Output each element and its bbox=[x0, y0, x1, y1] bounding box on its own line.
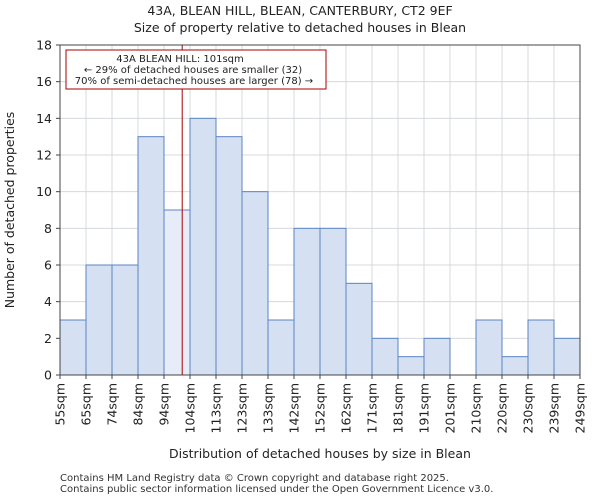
y-tick-label: 14 bbox=[36, 111, 52, 126]
x-tick-label: 94sqm bbox=[157, 383, 172, 426]
bar bbox=[111, 264, 139, 376]
annotation-box: 43A BLEAN HILL: 101sqm ← 29% of detached… bbox=[65, 49, 327, 90]
x-tick-label: 65sqm bbox=[79, 383, 94, 426]
annotation-line-3: 70% of semi-detached houses are larger (… bbox=[75, 76, 313, 87]
x-tick-label: 104sqm bbox=[183, 383, 198, 433]
x-tick-label: 210sqm bbox=[469, 383, 484, 433]
x-tick-label: 133sqm bbox=[261, 383, 276, 433]
y-axis-label: Number of detached properties bbox=[2, 112, 17, 309]
y-tick-label: 2 bbox=[44, 331, 52, 346]
annotation-line-1: 43A BLEAN HILL: 101sqm bbox=[116, 54, 244, 65]
x-tick-label: 123sqm bbox=[235, 383, 250, 433]
bar bbox=[475, 319, 503, 376]
x-tick-label: 113sqm bbox=[209, 383, 224, 433]
bar bbox=[397, 356, 425, 376]
x-tick-label: 162sqm bbox=[339, 383, 354, 433]
bar bbox=[423, 337, 451, 376]
bars bbox=[59, 117, 581, 376]
bar bbox=[345, 282, 373, 376]
footer-line-2: Contains public sector information licen… bbox=[60, 484, 494, 495]
bar bbox=[501, 356, 529, 376]
x-tick-label: 249sqm bbox=[573, 383, 588, 433]
bar bbox=[553, 337, 581, 376]
y-tick-label: 8 bbox=[44, 221, 52, 236]
bar bbox=[241, 191, 269, 376]
x-tick-label: 191sqm bbox=[417, 383, 432, 433]
y-tick-label: 6 bbox=[44, 258, 52, 273]
x-tick-label: 55sqm bbox=[53, 383, 68, 426]
chart-title: 43A, BLEAN HILL, BLEAN, CANTERBURY, CT2 … bbox=[147, 3, 452, 18]
bar bbox=[371, 337, 399, 376]
y-tick-label: 18 bbox=[36, 38, 52, 53]
chart-subtitle: Size of property relative to detached ho… bbox=[134, 20, 466, 35]
y-tick-label: 10 bbox=[36, 184, 52, 199]
y-tick-label: 12 bbox=[36, 148, 52, 163]
bar bbox=[293, 227, 321, 376]
x-tick-label: 142sqm bbox=[287, 383, 302, 433]
bar bbox=[189, 117, 217, 376]
bar bbox=[163, 209, 191, 376]
y-axis-ticks: 0 2 4 6 8 10 12 14 16 18 bbox=[36, 38, 60, 383]
x-axis-ticks: 55sqm 65sqm 74sqm 84sqm 94sqm 104sqm 113sqm 123… bbox=[53, 375, 588, 433]
x-tick-label: 201sqm bbox=[443, 383, 458, 433]
bar bbox=[137, 136, 165, 376]
x-tick-label: 171sqm bbox=[365, 383, 380, 433]
footer-line-1: Contains HM Land Registry data © Crown c… bbox=[60, 473, 449, 484]
bar bbox=[527, 319, 555, 376]
bar bbox=[215, 136, 243, 376]
y-tick-label: 16 bbox=[36, 74, 52, 89]
x-tick-label: 181sqm bbox=[391, 383, 406, 433]
x-tick-label: 74sqm bbox=[105, 383, 120, 426]
x-axis-label: Distribution of detached houses by size … bbox=[169, 446, 471, 461]
annotation-line-2: ← 29% of detached houses are smaller (32… bbox=[84, 65, 302, 76]
x-tick-label: 220sqm bbox=[495, 383, 510, 433]
x-tick-label: 84sqm bbox=[131, 383, 146, 426]
y-tick-label: 4 bbox=[44, 294, 52, 309]
x-tick-label: 239sqm bbox=[547, 383, 562, 433]
x-tick-label: 230sqm bbox=[521, 383, 536, 433]
bar bbox=[319, 227, 347, 376]
x-tick-label: 152sqm bbox=[313, 383, 328, 433]
y-tick-label: 0 bbox=[44, 368, 52, 383]
bar bbox=[59, 319, 87, 376]
bar bbox=[85, 264, 113, 376]
bar bbox=[267, 319, 295, 376]
annotation-frame bbox=[65, 49, 327, 90]
